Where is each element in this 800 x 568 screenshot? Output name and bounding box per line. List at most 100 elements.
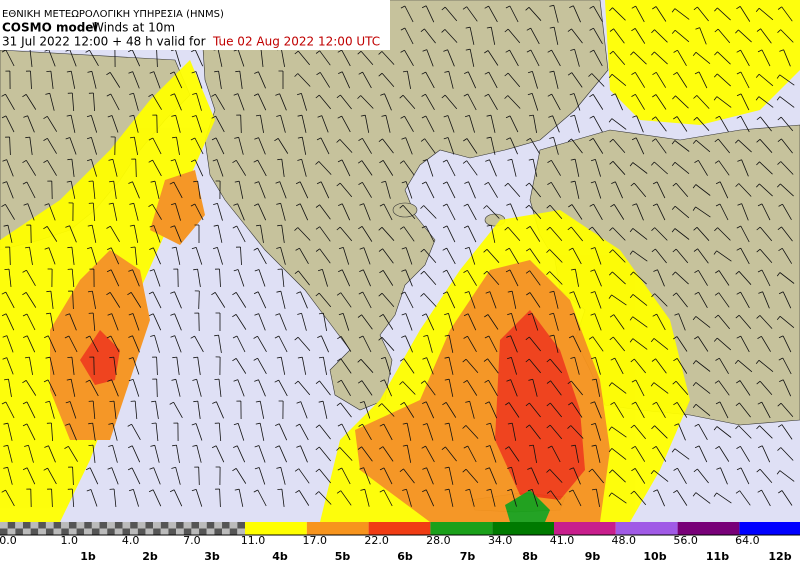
wind-barb [295, 490, 310, 506]
wind-barb [254, 71, 266, 89]
wind-barb [671, 205, 690, 219]
wind-barb [315, 424, 331, 440]
wind-barb [778, 357, 792, 375]
wind-barb [507, 290, 517, 309]
wind-barb [65, 137, 77, 155]
wind-barb [444, 378, 454, 397]
wind-barb [213, 203, 223, 221]
wind-barb [464, 247, 476, 265]
wind-barb [148, 291, 162, 309]
wind-barb [23, 203, 35, 221]
wind-barb [422, 49, 434, 67]
wind-barb [193, 400, 201, 419]
wind-barb [274, 138, 289, 154]
wind-barb [735, 139, 752, 153]
checker [183, 522, 192, 529]
wind-barb [632, 203, 644, 221]
wind-barb [297, 356, 307, 375]
wind-barb [336, 292, 352, 308]
wind-barb [462, 425, 479, 439]
wind-barb [380, 379, 392, 397]
wind-barb [526, 27, 540, 45]
wind-barb [735, 425, 752, 439]
wind-barb [715, 401, 729, 419]
wind-barb [85, 49, 99, 66]
wind-barb [148, 93, 162, 110]
checker [137, 522, 146, 529]
wind-barb [108, 444, 118, 463]
wind-barb [150, 334, 160, 353]
wind-barb [315, 94, 332, 110]
wind-barb [546, 226, 563, 242]
wind-barb [463, 93, 477, 111]
wind-barb [358, 335, 372, 353]
wind-barb [672, 292, 688, 308]
wind-barb [462, 160, 478, 176]
wind-barb [546, 358, 563, 374]
colorbar-swatch [245, 522, 307, 535]
wind-barb [315, 248, 331, 264]
wind-barb [672, 95, 689, 109]
wind-barb [692, 403, 711, 417]
wind-barb [213, 224, 223, 243]
wind-barb [673, 358, 688, 374]
wind-barb [735, 29, 752, 43]
wind-barb [673, 336, 688, 352]
colorbar-label: 7.0 [183, 534, 201, 547]
wind-barb [484, 71, 498, 89]
wind-barb [756, 116, 772, 132]
wind-barb [693, 248, 709, 264]
wind-barb [399, 468, 415, 484]
wind-barb [254, 203, 267, 221]
wind-barb [546, 380, 562, 396]
wind-barb [316, 137, 330, 155]
checker [199, 522, 207, 529]
wind-barb [672, 248, 689, 264]
wind-barb [609, 336, 626, 352]
wind-barb [715, 203, 729, 221]
checker [22, 522, 31, 529]
wind-barb [778, 203, 792, 220]
wind-barb [379, 423, 393, 441]
wind-barb [756, 139, 773, 153]
wind-barb [232, 314, 247, 330]
wind-barb [736, 225, 750, 243]
wind-barb [693, 117, 710, 131]
wind-barb [89, 268, 95, 288]
wind-barb [65, 423, 77, 441]
checker [206, 528, 215, 535]
wind-barb [588, 336, 604, 352]
wind-barb [672, 380, 689, 396]
checker [130, 528, 138, 535]
wind-barb [608, 294, 627, 306]
wind-barb [255, 400, 265, 419]
wind-barb [128, 269, 140, 287]
wind-barb [359, 203, 371, 221]
wind-barb [87, 70, 97, 89]
wind-barb [650, 470, 669, 482]
wind-barb [150, 444, 160, 463]
wind-barb [212, 159, 224, 177]
wind-barb [253, 159, 267, 177]
wind-barb [173, 268, 179, 288]
wind-barb [232, 358, 247, 374]
wind-barb [444, 70, 454, 89]
wind-barb [504, 72, 521, 88]
wind-barb [421, 313, 435, 331]
wind-barb [128, 357, 140, 375]
wind-barb [608, 382, 627, 394]
wind-barb [211, 292, 226, 308]
wind-barb [652, 94, 667, 110]
wind-barb [381, 114, 391, 133]
wind-barb [22, 467, 36, 485]
wind-barb [630, 271, 647, 285]
wind-barb [714, 380, 730, 396]
wind-barb [486, 488, 496, 507]
wind-barb [359, 247, 371, 265]
wind-barb [253, 291, 267, 309]
wind-barb [192, 444, 202, 463]
checker [160, 522, 169, 529]
wind-barb [86, 247, 97, 265]
wind-barb [318, 312, 327, 331]
wind-green [505, 490, 550, 522]
